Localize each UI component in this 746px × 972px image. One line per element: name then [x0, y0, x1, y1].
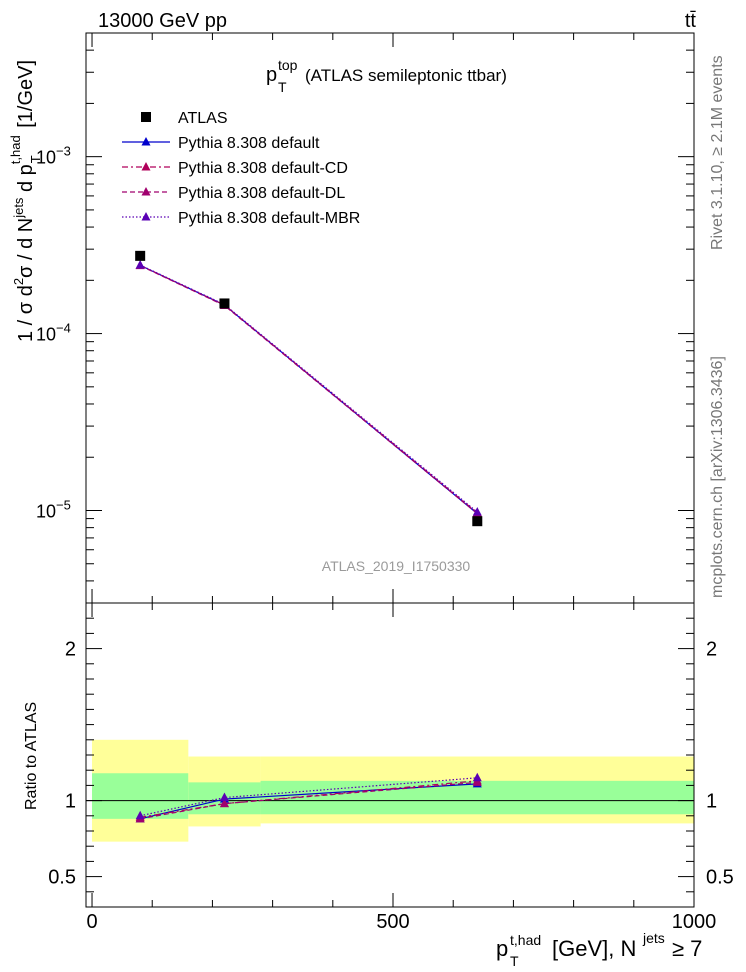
atlas-data-point: [472, 516, 483, 527]
analysis-watermark: ATLAS_2019_I1750330: [322, 558, 471, 574]
main-series-line: [139, 265, 478, 515]
legend-label-atlas: ATLAS: [178, 110, 228, 127]
xlabel-main: p: [496, 936, 508, 961]
ratio-ytick-label: 0.5: [48, 867, 76, 889]
energy-label: 13000 GeV pp: [98, 10, 227, 32]
ratio-ytick-label-right: 1: [706, 791, 717, 813]
process-label: tt̄: [685, 10, 697, 32]
rivet-label: Rivet 3.1.10, ≥ 2.1M events: [709, 55, 726, 250]
legend-label: Pythia 8.308 default-CD: [178, 160, 348, 177]
chart-title-main: p: [266, 64, 277, 86]
main-series-point: [472, 507, 482, 516]
main-ytick-label: 10−3: [36, 144, 71, 168]
ratio-series-point: [219, 798, 229, 808]
ratio-xtick-label: 1000: [672, 911, 717, 933]
atlas-data-point: [135, 250, 146, 261]
legend: ATLAS Pythia 8.308 default Pythia 8.308 de…: [122, 110, 360, 227]
legend-label: Pythia 8.308 default-DL: [178, 185, 345, 202]
ratio-series-point: [472, 777, 482, 786]
xlabel-end: ≥ 7: [672, 936, 702, 961]
main-series-line: [139, 264, 478, 515]
atlas-data-point: [219, 298, 230, 309]
legend-marker: [141, 137, 151, 146]
main-ylabel: 1 / σ d2σ / d Njets d pt,had T [1/GeV]: [8, 60, 43, 342]
main-series-line: [139, 264, 478, 514]
ratio-ylabel: Ratio to ATLAS: [23, 702, 40, 810]
main-ylabel-text: 1 / σ d2σ / d Njets d pt,had T [1/GeV]: [8, 60, 43, 342]
ratio-series-point: [219, 792, 229, 802]
xlabel-sup2: jets: [642, 930, 665, 946]
main-ticks: 10−5 10−4 10−3: [36, 32, 695, 604]
ratio-ticks: 0.5 0.5 1 1 2 2 0 500 1000: [48, 602, 734, 933]
mcplots-label: mcplots.cern.ch [arXiv:1306.3436]: [709, 356, 726, 598]
chart-title-sub: T: [278, 79, 287, 95]
ratio-series-line: [140, 777, 478, 817]
ratio-xtick-label: 0: [86, 911, 97, 933]
ratio-xtick-label: 500: [376, 911, 409, 933]
main-ytick-label: 10−4: [36, 321, 71, 345]
legend-label: Pythia 8.308 default-MBR: [178, 210, 360, 227]
xlabel-sub: T: [510, 953, 519, 969]
main-series-line: [139, 264, 478, 513]
xlabel-sup: t,had: [510, 932, 541, 948]
legend-marker: [141, 212, 151, 221]
ratio-series-line: [140, 781, 478, 820]
x-axis-label: p t,had T [GeV], N jets ≥ 7: [496, 930, 702, 969]
main-plot-area: [135, 250, 483, 527]
legend-marker-atlas: [141, 112, 151, 122]
main-panel: 10−5 10−4 10−3 p top T (ATLAS semileptonic…: [8, 32, 695, 604]
ratio-plot-area: [86, 739, 694, 842]
ratio-series-point: [135, 810, 145, 820]
main-ytick-label: 10−5: [36, 497, 71, 521]
chart-title-sup: top: [278, 57, 298, 73]
ratio-ytick-label-right: 2: [706, 639, 717, 661]
ratio-ytick-label: 1: [65, 791, 76, 813]
ratio-ytick-label-right: 0.5: [706, 867, 734, 889]
legend-marker: [141, 187, 151, 196]
main-series-point: [135, 260, 145, 269]
ratio-ytick-label: 2: [65, 639, 76, 661]
legend-label: Pythia 8.308 default: [178, 135, 320, 152]
xlabel-mid: [GeV], N: [552, 936, 636, 961]
ratio-series-point: [472, 772, 482, 782]
chart-title-rest: (ATLAS semileptonic ttbar): [305, 66, 507, 85]
legend-marker: [141, 162, 151, 171]
ratio-panel: 0.5 0.5 1 1 2 2 0 500 1000 Ratio to ATLAS p t,ha…: [23, 602, 734, 969]
